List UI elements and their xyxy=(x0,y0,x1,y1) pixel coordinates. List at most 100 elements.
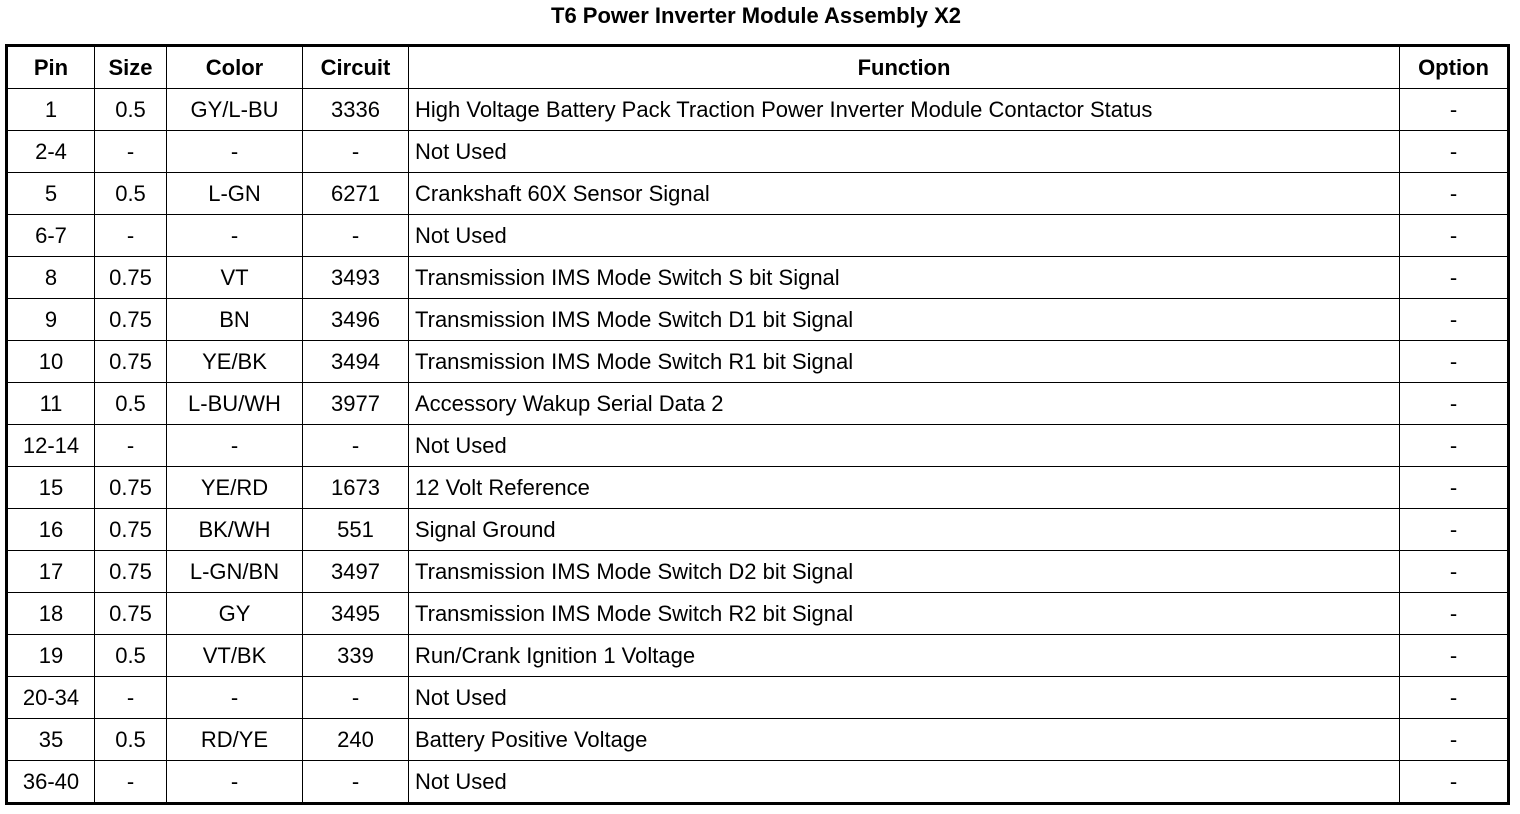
table-row: 2-4- - - Not Used - xyxy=(6,130,1509,173)
cell-size: - xyxy=(94,424,167,467)
header-size: Size xyxy=(94,45,167,89)
table-row: 5 0.5 L-GN 6271 Crankshaft 60X Sensor Signal… xyxy=(6,172,1509,215)
cell-pin: 12-14 xyxy=(6,424,95,467)
cell-circuit: 3496 xyxy=(302,298,409,341)
cell-color: GY xyxy=(166,592,303,635)
table-row: 35 0.5 RD/YE 240 Battery Positive Voltage - xyxy=(6,718,1509,761)
cell-function: Not Used xyxy=(408,214,1400,257)
cell-color: L-BU/WH xyxy=(166,382,303,425)
cell-option: - xyxy=(1399,718,1509,761)
cell-circuit: - xyxy=(302,214,409,257)
cell-color: - xyxy=(166,676,303,719)
cell-size: 0.5 xyxy=(94,634,167,677)
cell-option: - xyxy=(1399,634,1509,677)
table-row: 36-40- - - Not Used - xyxy=(6,760,1509,804)
table-row: 1 0.5 GY/L-BU 3336 High Voltage Battery Pack… xyxy=(6,88,1509,131)
cell-circuit: 3494 xyxy=(302,340,409,383)
cell-function: Not Used xyxy=(408,424,1400,467)
table-row: 6-7- - - Not Used - xyxy=(6,214,1509,257)
cell-color: VT xyxy=(166,256,303,299)
header-color: Color xyxy=(166,45,303,89)
table-row: 16 0.75 BK/WH 551 Signal Ground - xyxy=(6,508,1509,551)
cell-circuit: - xyxy=(302,424,409,467)
cell-function: Run/Crank Ignition 1 Voltage xyxy=(408,634,1400,677)
cell-color: YE/BK xyxy=(166,340,303,383)
table-row: 17 0.75 L-GN/BN 3497 Transmission IMS Mode S… xyxy=(6,550,1509,593)
cell-size: 0.75 xyxy=(94,298,167,341)
cell-circuit: - xyxy=(302,760,409,804)
cell-pin: 2-4 xyxy=(6,130,95,173)
cell-option: - xyxy=(1399,298,1509,341)
cell-option: - xyxy=(1399,88,1509,131)
cell-pin: 15 xyxy=(6,466,95,509)
cell-color: - xyxy=(166,214,303,257)
table-row: 15 0.75 YE/RD 1673 12 Volt Reference - xyxy=(6,466,1509,509)
cell-pin: 1 xyxy=(6,88,95,131)
cell-circuit: - xyxy=(302,130,409,173)
cell-function: Signal Ground xyxy=(408,508,1400,551)
cell-option: - xyxy=(1399,550,1509,593)
table-row: 12-14- - - Not Used - xyxy=(6,424,1509,467)
cell-function: Not Used xyxy=(408,676,1400,719)
cell-circuit: 3495 xyxy=(302,592,409,635)
cell-color: L-GN/BN xyxy=(166,550,303,593)
header-function: Function xyxy=(408,45,1400,89)
cell-pin: 36-40 xyxy=(6,760,95,804)
cell-function: High Voltage Battery Pack Traction Power… xyxy=(408,88,1400,131)
cell-circuit: 3493 xyxy=(302,256,409,299)
cell-function: Accessory Wakup Serial Data 2 xyxy=(408,382,1400,425)
table-row: 9 0.75 BN 3496 Transmission IMS Mode Switch … xyxy=(6,298,1509,341)
cell-color: - xyxy=(166,424,303,467)
cell-pin: 17 xyxy=(6,550,95,593)
cell-circuit: 1673 xyxy=(302,466,409,509)
cell-option: - xyxy=(1399,508,1509,551)
cell-size: 0.75 xyxy=(94,340,167,383)
cell-circuit: 6271 xyxy=(302,172,409,215)
cell-size: - xyxy=(94,676,167,719)
cell-pin: 8 xyxy=(6,256,95,299)
table-row: 10 0.75 YE/BK 3494 Transmission IMS Mode Swi… xyxy=(6,340,1509,383)
table-row: 11 0.5 L-BU/WH 3977 Accessory Wakup Serial D… xyxy=(6,382,1509,425)
cell-function: Transmission IMS Mode Switch D1 bit Sign… xyxy=(408,298,1400,341)
cell-pin: 19 xyxy=(6,634,95,677)
cell-function: Not Used xyxy=(408,130,1400,173)
header-row: Pin Size Color Circuit Function Option xyxy=(6,45,1509,89)
header-option: Option xyxy=(1399,45,1509,89)
cell-function: Transmission IMS Mode Switch R2 bit Sign… xyxy=(408,592,1400,635)
cell-option: - xyxy=(1399,130,1509,173)
cell-size: 0.5 xyxy=(94,172,167,215)
cell-color: L-GN xyxy=(166,172,303,215)
cell-function: Transmission IMS Mode Switch R1 bit Sign… xyxy=(408,340,1400,383)
cell-color: - xyxy=(166,130,303,173)
document-title: T6 Power Inverter Module Assembly X2 xyxy=(551,3,961,28)
cell-option: - xyxy=(1399,256,1509,299)
pinout-table: Pin Size Color Circuit Function Option 1… xyxy=(5,44,1510,805)
cell-circuit: 551 xyxy=(302,508,409,551)
cell-size: 0.75 xyxy=(94,550,167,593)
cell-circuit: 3497 xyxy=(302,550,409,593)
cell-function: Transmission IMS Mode Switch D2 bit Sign… xyxy=(408,550,1400,593)
cell-function: Battery Positive Voltage xyxy=(408,718,1400,761)
cell-pin: 6-7 xyxy=(6,214,95,257)
cell-function: 12 Volt Reference xyxy=(408,466,1400,509)
cell-size: 0.75 xyxy=(94,592,167,635)
cell-option: - xyxy=(1399,382,1509,425)
cell-size: 0.5 xyxy=(94,382,167,425)
cell-size: - xyxy=(94,214,167,257)
cell-circuit: - xyxy=(302,676,409,719)
cell-color: BN xyxy=(166,298,303,341)
cell-pin: 11 xyxy=(6,382,95,425)
cell-size: 0.5 xyxy=(94,718,167,761)
cell-function: Not Used xyxy=(408,760,1400,804)
cell-option: - xyxy=(1399,214,1509,257)
cell-option: - xyxy=(1399,340,1509,383)
cell-option: - xyxy=(1399,592,1509,635)
cell-size: 0.75 xyxy=(94,466,167,509)
cell-size: - xyxy=(94,760,167,804)
cell-color: RD/YE xyxy=(166,718,303,761)
table-row: 18 0.75 GY 3495 Transmission IMS Mode Switch… xyxy=(6,592,1509,635)
cell-pin: 35 xyxy=(6,718,95,761)
cell-color: - xyxy=(166,760,303,804)
table-row: 20-34- - - Not Used - xyxy=(6,676,1509,719)
cell-circuit: 3336 xyxy=(302,88,409,131)
